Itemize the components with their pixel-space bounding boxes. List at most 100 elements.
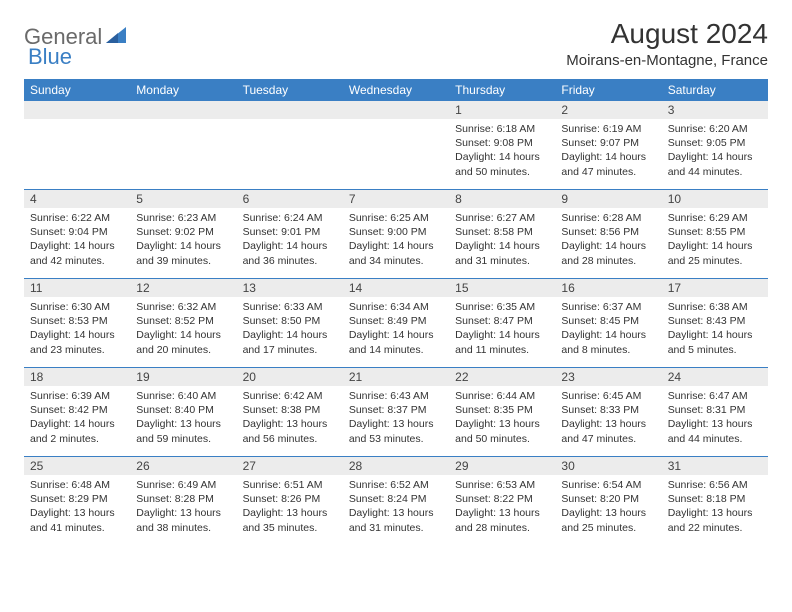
day-number: 23 (555, 368, 661, 386)
day-cell: 8Sunrise: 6:27 AMSunset: 8:58 PMDaylight… (449, 190, 555, 278)
day-details: Sunrise: 6:47 AMSunset: 8:31 PMDaylight:… (662, 386, 768, 450)
day-details: Sunrise: 6:54 AMSunset: 8:20 PMDaylight:… (555, 475, 661, 539)
month-title: August 2024 (566, 18, 768, 50)
day-details: Sunrise: 6:27 AMSunset: 8:58 PMDaylight:… (449, 208, 555, 272)
day-cell (343, 101, 449, 189)
day-details: Sunrise: 6:53 AMSunset: 8:22 PMDaylight:… (449, 475, 555, 539)
day-details: Sunrise: 6:48 AMSunset: 8:29 PMDaylight:… (24, 475, 130, 539)
day-cell: 21Sunrise: 6:43 AMSunset: 8:37 PMDayligh… (343, 368, 449, 456)
day-number: 31 (662, 457, 768, 475)
day-cell: 16Sunrise: 6:37 AMSunset: 8:45 PMDayligh… (555, 279, 661, 367)
day-details: Sunrise: 6:25 AMSunset: 9:00 PMDaylight:… (343, 208, 449, 272)
day-details: Sunrise: 6:22 AMSunset: 9:04 PMDaylight:… (24, 208, 130, 272)
day-number: 8 (449, 190, 555, 208)
day-details: Sunrise: 6:33 AMSunset: 8:50 PMDaylight:… (237, 297, 343, 361)
day-cell: 11Sunrise: 6:30 AMSunset: 8:53 PMDayligh… (24, 279, 130, 367)
day-cell: 30Sunrise: 6:54 AMSunset: 8:20 PMDayligh… (555, 457, 661, 545)
day-cell: 23Sunrise: 6:45 AMSunset: 8:33 PMDayligh… (555, 368, 661, 456)
day-number: 5 (130, 190, 236, 208)
calendar: Sunday Monday Tuesday Wednesday Thursday… (24, 79, 768, 545)
day-details: Sunrise: 6:38 AMSunset: 8:43 PMDaylight:… (662, 297, 768, 361)
day-number: 10 (662, 190, 768, 208)
title-block: August 2024 Moirans-en-Montagne, France (566, 18, 768, 69)
day-details: Sunrise: 6:18 AMSunset: 9:08 PMDaylight:… (449, 119, 555, 183)
day-cell: 13Sunrise: 6:33 AMSunset: 8:50 PMDayligh… (237, 279, 343, 367)
day-cell: 2Sunrise: 6:19 AMSunset: 9:07 PMDaylight… (555, 101, 661, 189)
day-number: 9 (555, 190, 661, 208)
day-cell: 1Sunrise: 6:18 AMSunset: 9:08 PMDaylight… (449, 101, 555, 189)
day-cell (24, 101, 130, 189)
day-details: Sunrise: 6:37 AMSunset: 8:45 PMDaylight:… (555, 297, 661, 361)
day-number: 30 (555, 457, 661, 475)
day-cell: 6Sunrise: 6:24 AMSunset: 9:01 PMDaylight… (237, 190, 343, 278)
week-row: 18Sunrise: 6:39 AMSunset: 8:42 PMDayligh… (24, 367, 768, 456)
day-cell: 12Sunrise: 6:32 AMSunset: 8:52 PMDayligh… (130, 279, 236, 367)
day-cell: 31Sunrise: 6:56 AMSunset: 8:18 PMDayligh… (662, 457, 768, 545)
day-number: 18 (24, 368, 130, 386)
day-details: Sunrise: 6:40 AMSunset: 8:40 PMDaylight:… (130, 386, 236, 450)
weekday-header: Saturday (662, 79, 768, 101)
day-cell: 28Sunrise: 6:52 AMSunset: 8:24 PMDayligh… (343, 457, 449, 545)
day-details: Sunrise: 6:56 AMSunset: 8:18 PMDaylight:… (662, 475, 768, 539)
day-number: 28 (343, 457, 449, 475)
week-row: 4Sunrise: 6:22 AMSunset: 9:04 PMDaylight… (24, 189, 768, 278)
day-number: 20 (237, 368, 343, 386)
day-details: Sunrise: 6:44 AMSunset: 8:35 PMDaylight:… (449, 386, 555, 450)
day-cell: 24Sunrise: 6:47 AMSunset: 8:31 PMDayligh… (662, 368, 768, 456)
day-cell: 27Sunrise: 6:51 AMSunset: 8:26 PMDayligh… (237, 457, 343, 545)
weekday-header: Thursday (449, 79, 555, 101)
day-number: 2 (555, 101, 661, 119)
day-details: Sunrise: 6:24 AMSunset: 9:01 PMDaylight:… (237, 208, 343, 272)
day-number: 25 (24, 457, 130, 475)
day-details: Sunrise: 6:52 AMSunset: 8:24 PMDaylight:… (343, 475, 449, 539)
day-cell: 26Sunrise: 6:49 AMSunset: 8:28 PMDayligh… (130, 457, 236, 545)
day-cell: 29Sunrise: 6:53 AMSunset: 8:22 PMDayligh… (449, 457, 555, 545)
day-details: Sunrise: 6:23 AMSunset: 9:02 PMDaylight:… (130, 208, 236, 272)
day-details: Sunrise: 6:42 AMSunset: 8:38 PMDaylight:… (237, 386, 343, 450)
day-cell: 9Sunrise: 6:28 AMSunset: 8:56 PMDaylight… (555, 190, 661, 278)
week-row: 25Sunrise: 6:48 AMSunset: 8:29 PMDayligh… (24, 456, 768, 545)
day-number: 17 (662, 279, 768, 297)
week-row: 1Sunrise: 6:18 AMSunset: 9:08 PMDaylight… (24, 101, 768, 189)
day-cell: 20Sunrise: 6:42 AMSunset: 8:38 PMDayligh… (237, 368, 343, 456)
day-details: Sunrise: 6:39 AMSunset: 8:42 PMDaylight:… (24, 386, 130, 450)
day-cell: 4Sunrise: 6:22 AMSunset: 9:04 PMDaylight… (24, 190, 130, 278)
day-details: Sunrise: 6:35 AMSunset: 8:47 PMDaylight:… (449, 297, 555, 361)
day-number: 1 (449, 101, 555, 119)
day-details: Sunrise: 6:32 AMSunset: 8:52 PMDaylight:… (130, 297, 236, 361)
day-details: Sunrise: 6:30 AMSunset: 8:53 PMDaylight:… (24, 297, 130, 361)
day-number (343, 101, 449, 119)
day-details: Sunrise: 6:19 AMSunset: 9:07 PMDaylight:… (555, 119, 661, 183)
day-number: 12 (130, 279, 236, 297)
day-number: 11 (24, 279, 130, 297)
day-details: Sunrise: 6:34 AMSunset: 8:49 PMDaylight:… (343, 297, 449, 361)
day-number: 13 (237, 279, 343, 297)
day-details: Sunrise: 6:28 AMSunset: 8:56 PMDaylight:… (555, 208, 661, 272)
day-cell: 10Sunrise: 6:29 AMSunset: 8:55 PMDayligh… (662, 190, 768, 278)
day-number: 6 (237, 190, 343, 208)
day-number (130, 101, 236, 119)
day-number: 21 (343, 368, 449, 386)
day-cell (130, 101, 236, 189)
day-cell: 15Sunrise: 6:35 AMSunset: 8:47 PMDayligh… (449, 279, 555, 367)
week-row: 11Sunrise: 6:30 AMSunset: 8:53 PMDayligh… (24, 278, 768, 367)
day-details: Sunrise: 6:49 AMSunset: 8:28 PMDaylight:… (130, 475, 236, 539)
day-details: Sunrise: 6:20 AMSunset: 9:05 PMDaylight:… (662, 119, 768, 183)
day-details: Sunrise: 6:29 AMSunset: 8:55 PMDaylight:… (662, 208, 768, 272)
day-number: 7 (343, 190, 449, 208)
day-cell: 18Sunrise: 6:39 AMSunset: 8:42 PMDayligh… (24, 368, 130, 456)
logo-triangle-icon (106, 27, 126, 48)
day-number (24, 101, 130, 119)
day-number: 26 (130, 457, 236, 475)
day-details: Sunrise: 6:43 AMSunset: 8:37 PMDaylight:… (343, 386, 449, 450)
day-number: 14 (343, 279, 449, 297)
day-number: 27 (237, 457, 343, 475)
location-label: Moirans-en-Montagne, France (566, 52, 768, 69)
day-details: Sunrise: 6:51 AMSunset: 8:26 PMDaylight:… (237, 475, 343, 539)
weekday-header: Monday (130, 79, 236, 101)
day-number: 24 (662, 368, 768, 386)
logo-blue: Blue (28, 44, 72, 69)
day-cell: 14Sunrise: 6:34 AMSunset: 8:49 PMDayligh… (343, 279, 449, 367)
weeks-container: 1Sunrise: 6:18 AMSunset: 9:08 PMDaylight… (24, 101, 768, 545)
day-cell: 3Sunrise: 6:20 AMSunset: 9:05 PMDaylight… (662, 101, 768, 189)
